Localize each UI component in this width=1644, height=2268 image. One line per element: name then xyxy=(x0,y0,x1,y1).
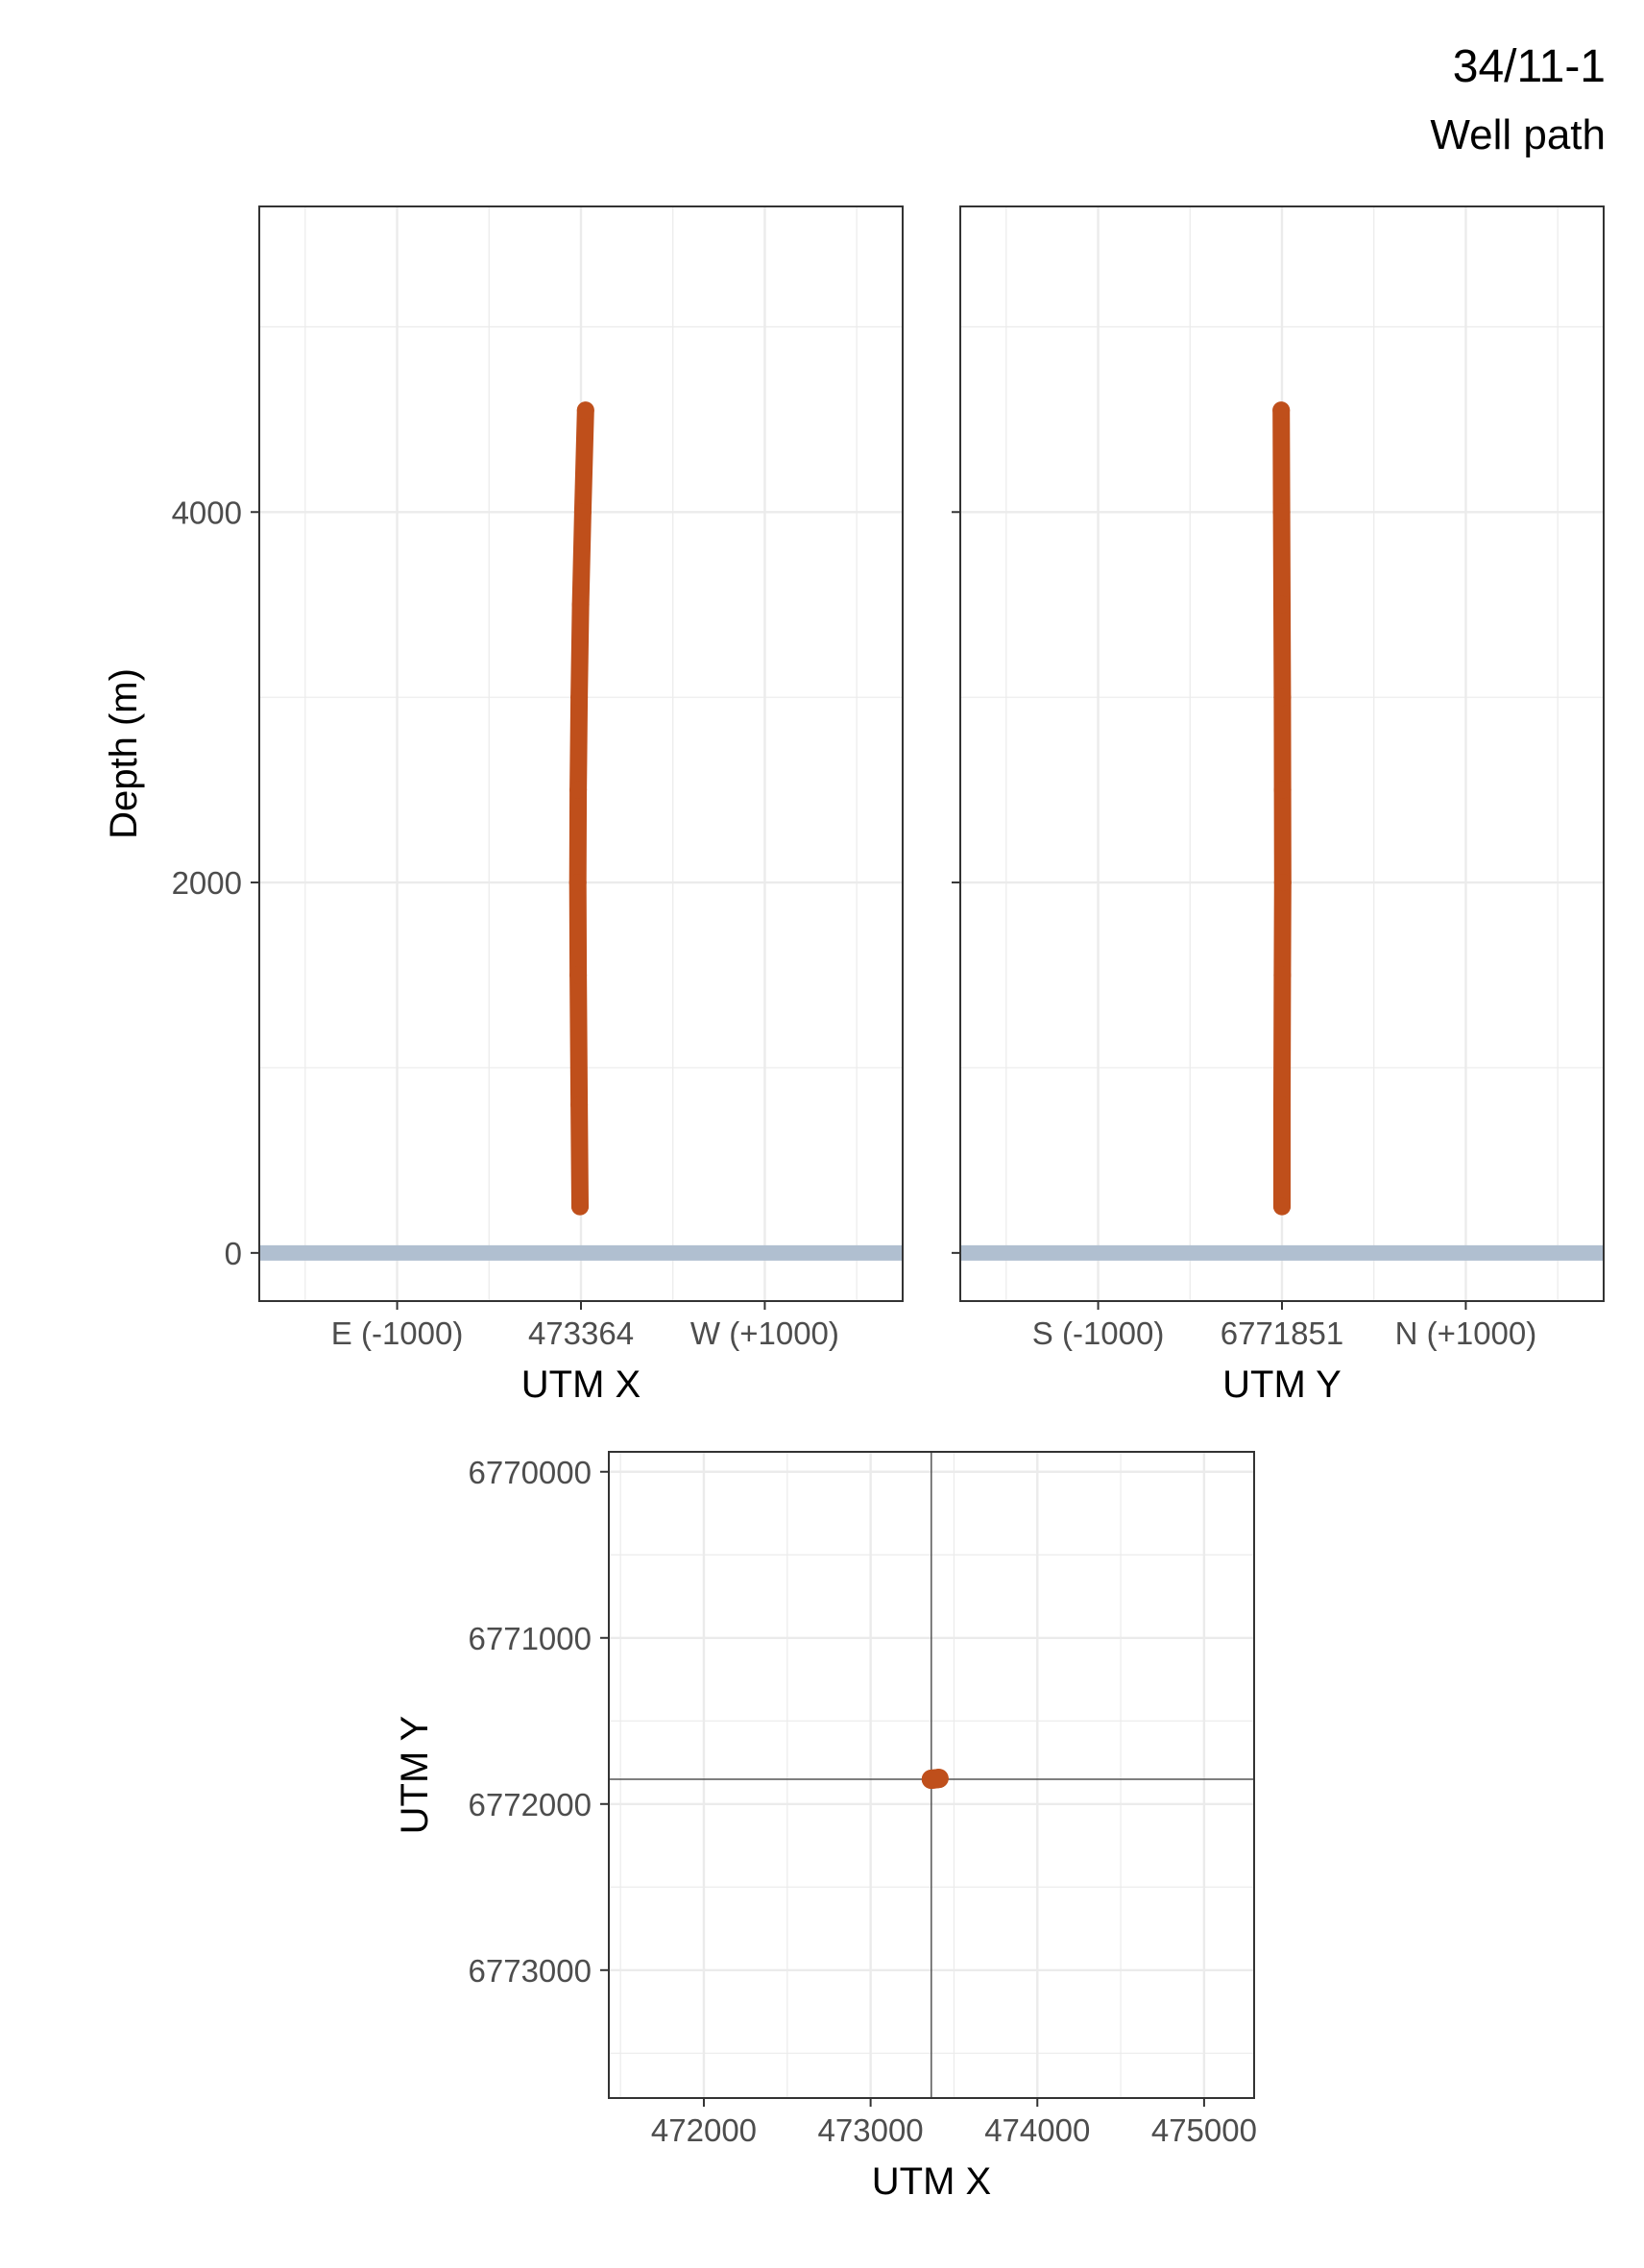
well-path-point xyxy=(1273,1197,1291,1216)
x-tick-label: W (+1000) xyxy=(690,1315,839,1351)
panel-content xyxy=(960,401,1604,1261)
y-tick-label: 6773000 xyxy=(469,1953,592,1989)
x-tick-label: 475000 xyxy=(1151,2112,1257,2148)
well-path-point xyxy=(1273,688,1292,707)
well-path-point xyxy=(569,781,588,799)
x-tick-label: S (-1000) xyxy=(1032,1315,1165,1351)
well-path-point xyxy=(568,874,587,892)
x-tick-label: 473000 xyxy=(818,2112,924,2148)
x-axis-title: UTM X xyxy=(872,2160,991,2203)
well-path-point xyxy=(1272,503,1291,521)
well-title: 34/11-1 xyxy=(1452,41,1606,92)
y-axis-title: UTM Y xyxy=(394,1716,436,1835)
well-subtitle: Well path xyxy=(1430,111,1606,158)
well-path-point xyxy=(929,1769,949,1789)
well-path-line xyxy=(1272,401,1292,1216)
x-axis-title: UTM X xyxy=(521,1363,641,1406)
x-tick-label: N (+1000) xyxy=(1395,1315,1537,1351)
x-tick-label: 474000 xyxy=(984,2112,1090,2148)
x-tick-label: E (-1000) xyxy=(331,1315,464,1351)
well-path-line xyxy=(568,401,594,1216)
panel-depth-vs-utm-x: E (-1000) 473364 W (+1000) 0 2000 4000 UTM X De… xyxy=(103,205,904,1406)
well-path-point xyxy=(576,401,594,420)
x-tick-label: 472000 xyxy=(651,2112,757,2148)
well-path-point xyxy=(569,966,588,984)
panel-depth-vs-utm-y: S (-1000) 6771851 N (+1000) UTM Y xyxy=(952,205,1605,1406)
x-tick-label: 473364 xyxy=(528,1315,634,1351)
y-tick-label: 0 xyxy=(225,1236,242,1271)
panel-content xyxy=(259,401,903,1261)
y-axis-title: Depth (m) xyxy=(103,668,145,839)
well-path-point xyxy=(1273,781,1292,799)
well-path-point xyxy=(1273,966,1292,984)
well-path-point xyxy=(571,595,590,614)
y-tick-label: 6770000 xyxy=(469,1455,592,1490)
well-path-point xyxy=(1272,401,1291,420)
panel-map-utm: 472000 473000 474000 475000 6770000 6771000 67… xyxy=(394,1451,1257,2203)
y-tick-label: 2000 xyxy=(172,865,242,901)
well-path-point xyxy=(1273,595,1291,614)
y-tick-label: 6771000 xyxy=(469,1621,592,1656)
y-tick-label: 6772000 xyxy=(469,1787,592,1822)
y-tick-label: 4000 xyxy=(172,495,242,530)
well-path-point xyxy=(571,1197,589,1216)
panel-border xyxy=(608,1451,1255,2099)
well-path-point xyxy=(570,688,589,707)
x-axis-title: UTM Y xyxy=(1222,1363,1342,1406)
x-tick-label: 6771851 xyxy=(1221,1315,1343,1351)
well-path-point xyxy=(570,1096,589,1114)
well-path-point xyxy=(1273,1096,1291,1114)
well-path-point xyxy=(573,503,592,521)
panel-content xyxy=(609,1452,1254,2098)
well-path-point xyxy=(1273,874,1292,892)
